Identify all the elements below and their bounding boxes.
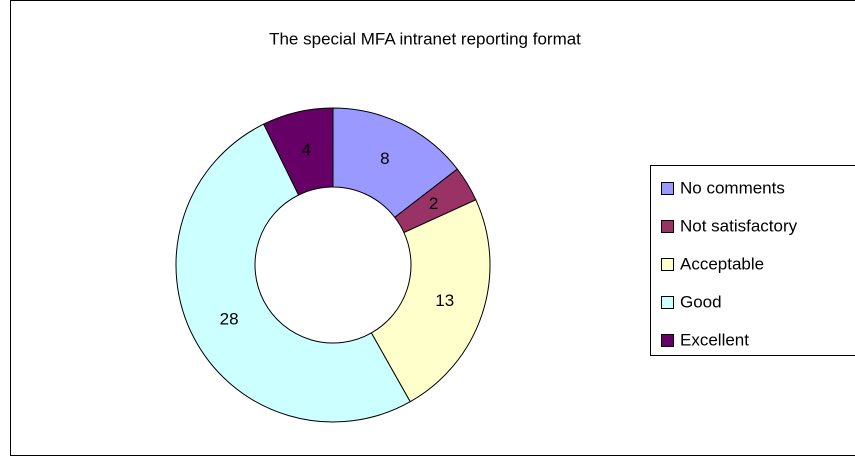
data-label: 8 (380, 149, 389, 168)
legend-swatch (661, 334, 674, 347)
data-label: 4 (302, 140, 311, 159)
legend-label: Acceptable (680, 254, 764, 273)
legend-swatch (661, 182, 674, 195)
legend-label: Not satisfactory (680, 216, 798, 235)
legend-swatch (661, 258, 674, 271)
legend-label: No comments (680, 178, 785, 197)
legend-swatch (661, 296, 674, 309)
legend-swatch (661, 220, 674, 233)
data-label: 2 (429, 194, 438, 213)
data-label: 28 (220, 309, 239, 328)
data-label: 13 (435, 291, 454, 310)
legend-label: Good (680, 292, 722, 311)
legend-label: Excellent (680, 330, 749, 349)
legend-box (650, 165, 855, 356)
doughnut-segment (370, 199, 491, 403)
chart-title: The special MFA intranet reporting forma… (269, 29, 581, 48)
doughnut-segment (263, 107, 334, 196)
doughnut-segment (175, 123, 411, 423)
